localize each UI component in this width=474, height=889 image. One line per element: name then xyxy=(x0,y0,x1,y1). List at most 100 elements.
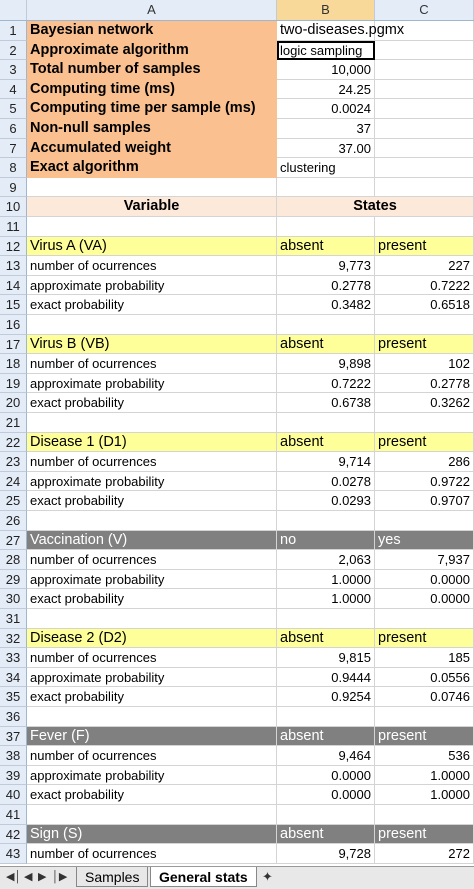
row-number[interactable]: 23 xyxy=(0,452,27,472)
cell-a[interactable]: number of ocurrences xyxy=(27,746,277,766)
cell-b[interactable]: 1.0000 xyxy=(277,569,375,590)
row-number[interactable]: 15 xyxy=(0,295,27,315)
cell-a[interactable]: number of ocurrences xyxy=(27,256,277,276)
cell-c[interactable]: 0.2778 xyxy=(375,373,474,394)
row-number[interactable]: 30 xyxy=(0,589,27,609)
cell-c[interactable]: 536 xyxy=(375,746,474,766)
row-number[interactable]: 8 xyxy=(0,158,27,178)
row-number[interactable]: 19 xyxy=(0,373,27,394)
cell-a[interactable]: Sign (S) xyxy=(27,824,277,845)
row-number[interactable]: 17 xyxy=(0,334,27,355)
cell-a[interactable] xyxy=(27,413,277,433)
row-number[interactable]: 41 xyxy=(0,805,27,825)
cell-b[interactable]: 9,464 xyxy=(277,746,375,766)
cell-a[interactable]: approximate probability xyxy=(27,765,277,786)
cell-c[interactable]: 0.0000 xyxy=(375,569,474,590)
cell-b[interactable]: two-diseases.pgmx xyxy=(277,21,404,41)
row-number[interactable]: 38 xyxy=(0,746,27,766)
cell-b[interactable]: 24.25 xyxy=(277,79,375,100)
cell-c[interactable] xyxy=(375,511,474,531)
cell-a[interactable]: Non-null samples xyxy=(27,119,277,139)
cell-c[interactable]: yes xyxy=(375,530,474,551)
cell-c[interactable] xyxy=(375,60,474,80)
row-number[interactable]: 32 xyxy=(0,628,27,649)
cell-c[interactable]: present xyxy=(375,824,474,845)
cell-b[interactable]: 0.9254 xyxy=(277,687,375,707)
cell-b[interactable] xyxy=(277,511,375,531)
cell-c[interactable] xyxy=(375,158,474,178)
column-header-c[interactable]: C xyxy=(375,0,474,20)
cell-a[interactable]: Computing time (ms) xyxy=(27,79,277,100)
cell-c[interactable]: 102 xyxy=(375,354,474,374)
next-sheet-icon[interactable]: ▶ xyxy=(38,871,47,883)
cell-c[interactable]: present xyxy=(375,432,474,453)
cell-c[interactable] xyxy=(375,40,474,61)
cell-a[interactable]: exact probability xyxy=(27,295,277,315)
cell-a[interactable]: number of ocurrences xyxy=(27,648,277,668)
cell-b[interactable]: no xyxy=(277,530,375,551)
cell-a[interactable]: Disease 1 (D1) xyxy=(27,432,277,453)
cell-b[interactable]: absent xyxy=(277,726,375,747)
cell-b[interactable] xyxy=(277,805,375,825)
cell-a[interactable]: exact probability xyxy=(27,687,277,707)
row-number[interactable]: 42 xyxy=(0,824,27,845)
row-number[interactable]: 21 xyxy=(0,413,27,433)
row-number[interactable]: 2 xyxy=(0,40,27,61)
cell-c[interactable]: 1.0000 xyxy=(375,765,474,786)
cell-c[interactable]: present xyxy=(375,726,474,747)
cell-b[interactable]: 0.7222 xyxy=(277,373,375,394)
cell-b[interactable]: 9,714 xyxy=(277,452,375,472)
cell-a[interactable]: Virus B (VB) xyxy=(27,334,277,355)
cell-c[interactable]: present xyxy=(375,628,474,649)
cell-b[interactable]: 9,773 xyxy=(277,256,375,276)
cell-b[interactable]: 2,063 xyxy=(277,550,375,570)
cell-c[interactable] xyxy=(375,99,474,119)
cell-c[interactable]: 0.7222 xyxy=(375,275,474,296)
cell-b[interactable]: 0.0024 xyxy=(277,99,375,119)
row-number[interactable]: 37 xyxy=(0,726,27,747)
cell-a[interactable]: Approximate algorithm xyxy=(27,40,277,61)
cell-a[interactable]: Fever (F) xyxy=(27,726,277,747)
row-number[interactable]: 9 xyxy=(0,177,27,198)
row-number[interactable]: 10 xyxy=(0,197,27,217)
cell-a[interactable]: Virus A (VA) xyxy=(27,236,277,257)
tab-general-stats[interactable]: General stats xyxy=(150,867,257,887)
cell-b[interactable]: 0.9444 xyxy=(277,667,375,688)
cell-a[interactable]: number of ocurrences xyxy=(27,354,277,374)
cell-c[interactable]: 0.0746 xyxy=(375,687,474,707)
cell-b[interactable]: absent xyxy=(277,334,375,355)
row-number[interactable]: 36 xyxy=(0,707,27,727)
cell-b[interactable]: 1.0000 xyxy=(277,589,375,609)
row-number[interactable]: 13 xyxy=(0,256,27,276)
cell-c[interactable]: present xyxy=(375,236,474,257)
cell-c[interactable]: 1.0000 xyxy=(375,785,474,805)
cell-a[interactable] xyxy=(27,707,277,727)
row-number[interactable]: 22 xyxy=(0,432,27,453)
cell-a[interactable] xyxy=(27,511,277,531)
row-number[interactable]: 5 xyxy=(0,99,27,119)
cell-c[interactable] xyxy=(375,21,474,41)
cell-b[interactable]: absent xyxy=(277,236,375,257)
row-number[interactable]: 31 xyxy=(0,609,27,629)
row-number[interactable]: 24 xyxy=(0,471,27,492)
cell-c[interactable]: 272 xyxy=(375,844,474,864)
row-number[interactable]: 26 xyxy=(0,511,27,531)
cell-c[interactable] xyxy=(375,217,474,237)
insert-sheet-icon[interactable]: ✦ xyxy=(262,869,273,884)
cell-b[interactable] xyxy=(277,413,375,433)
cell-c[interactable]: 0.6518 xyxy=(375,295,474,315)
cell-b[interactable]: 37.00 xyxy=(277,138,375,159)
cell-c[interactable] xyxy=(375,315,474,335)
cell-a[interactable]: Disease 2 (D2) xyxy=(27,628,277,649)
cell-a[interactable]: number of ocurrences xyxy=(27,844,277,864)
cell-a[interactable]: approximate probability xyxy=(27,667,277,688)
cell-b[interactable]: 0.0000 xyxy=(277,765,375,786)
prev-sheet-icon[interactable]: ◀ xyxy=(24,871,33,883)
cell-a[interactable]: number of ocurrences xyxy=(27,550,277,570)
last-sheet-icon[interactable]: │▶ xyxy=(52,871,68,883)
cell-c[interactable] xyxy=(375,413,474,433)
cell-a[interactable]: exact probability xyxy=(27,785,277,805)
cell-c[interactable]: 0.0000 xyxy=(375,589,474,609)
cell-b[interactable]: 10,000 xyxy=(277,60,375,80)
cell-a[interactable] xyxy=(27,217,277,237)
